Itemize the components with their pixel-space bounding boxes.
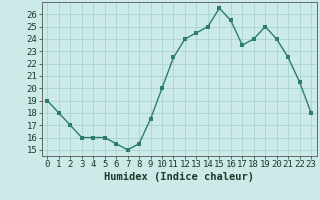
X-axis label: Humidex (Indice chaleur): Humidex (Indice chaleur) (104, 172, 254, 182)
